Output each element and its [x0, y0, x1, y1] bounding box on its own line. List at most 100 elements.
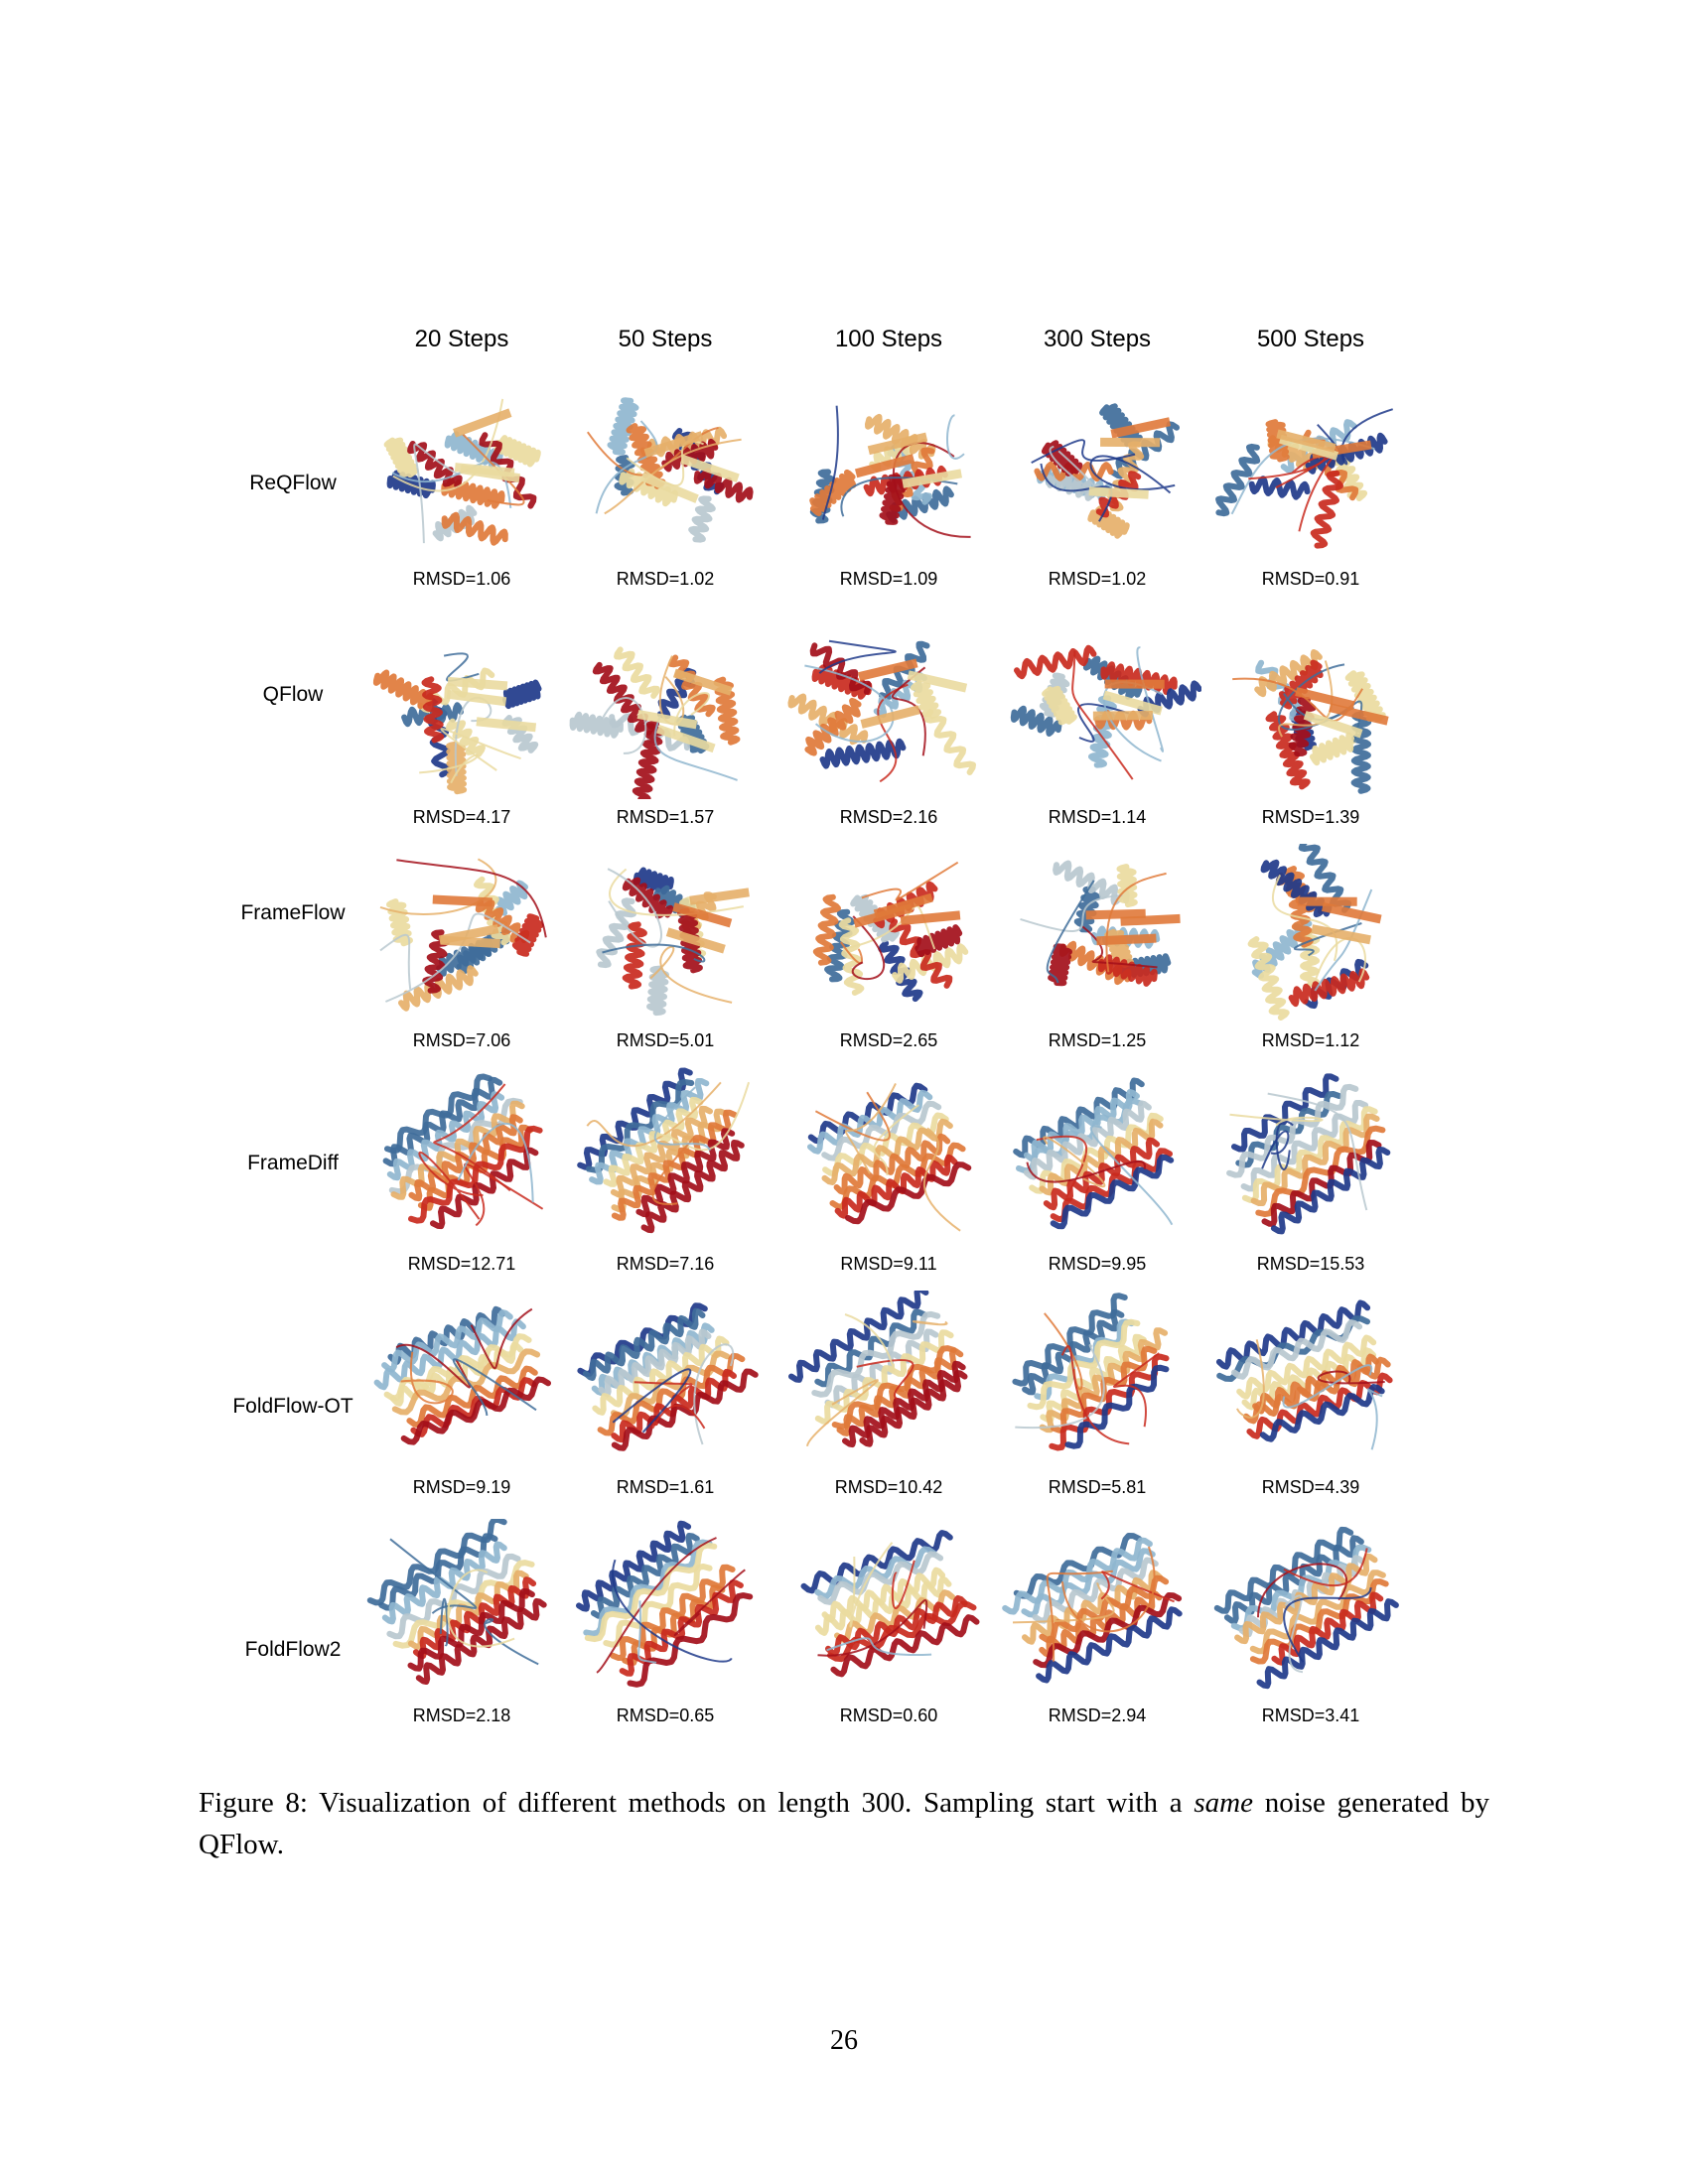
- protein-structure-image: [586, 397, 754, 543]
- protein-structure-image: [366, 1519, 547, 1685]
- rmsd-label: RMSD=2.65: [839, 1030, 938, 1050]
- figure-caption: Figure 8: Visualization of different met…: [199, 1782, 1489, 1865]
- structure-cell: RMSD=1.57: [561, 620, 770, 849]
- rmsd-label: RMSD=2.16: [839, 807, 938, 827]
- protein-structure-image: [372, 652, 542, 795]
- structure-cell: RMSD=0.91: [1206, 382, 1415, 611]
- row-label-framediff: FrameDiff: [247, 1152, 339, 1174]
- protein-structure-image: [807, 1082, 972, 1232]
- rmsd-label: RMSD=1.06: [412, 569, 511, 589]
- caption-label: Figure 8:: [199, 1787, 308, 1819]
- rmsd-label: RMSD=0.91: [1261, 569, 1360, 589]
- protein-structure-image: [1215, 408, 1393, 549]
- page-number: 26: [830, 2025, 858, 2056]
- structure-cell: RMSD=3.41: [1206, 1519, 1415, 1747]
- protein-structure-image: [800, 1530, 980, 1678]
- protein-structure-image: [809, 405, 971, 538]
- structure-cell: RMSD=12.71: [357, 1067, 566, 1296]
- protein-structure-image: [1232, 649, 1389, 794]
- structure-cell: RMSD=7.06: [357, 844, 566, 1072]
- structure-cell: RMSD=5.01: [561, 844, 770, 1072]
- protein-structure-image: [1010, 644, 1201, 780]
- rmsd-label: RMSD=7.06: [412, 1030, 511, 1050]
- rmsd-label: RMSD=1.25: [1048, 1030, 1147, 1050]
- structure-cell: RMSD=5.81: [993, 1291, 1201, 1519]
- column-header-20-steps: 20 Steps: [414, 326, 509, 352]
- protein-structure-image: [1213, 1526, 1399, 1690]
- rmsd-label: RMSD=5.81: [1048, 1477, 1147, 1497]
- protein-structure-image: [577, 1302, 759, 1451]
- structure-cell: RMSD=1.09: [784, 382, 993, 611]
- structure-cell: RMSD=0.60: [784, 1519, 993, 1747]
- protein-structure-image: [577, 1067, 751, 1234]
- rmsd-label: RMSD=1.09: [839, 569, 938, 589]
- rmsd-label: RMSD=1.02: [1048, 569, 1147, 589]
- protein-structure-image: [1247, 844, 1382, 1021]
- protein-structure-image: [569, 646, 741, 799]
- column-header-50-steps: 50 Steps: [618, 326, 713, 352]
- protein-structure-image: [1013, 1077, 1175, 1230]
- structure-cell: RMSD=1.14: [993, 620, 1201, 849]
- rmsd-label: RMSD=0.60: [839, 1706, 938, 1725]
- rmsd-label: RMSD=1.57: [616, 807, 715, 827]
- rmsd-label: RMSD=2.18: [412, 1706, 511, 1725]
- structure-cell: RMSD=15.53: [1206, 1067, 1415, 1296]
- caption-text-after: noise generated by QFlow.: [199, 1787, 1490, 1860]
- rmsd-label: RMSD=2.94: [1048, 1706, 1147, 1725]
- structure-cell: RMSD=2.94: [993, 1519, 1201, 1747]
- protein-structure-image: [576, 1520, 754, 1688]
- structure-cell: RMSD=2.16: [784, 620, 993, 849]
- rmsd-label: RMSD=9.19: [412, 1477, 511, 1497]
- structure-cell: RMSD=4.17: [357, 620, 566, 849]
- structure-cell: RMSD=1.06: [357, 382, 566, 611]
- structure-cell: RMSD=1.39: [1206, 620, 1415, 849]
- protein-structure-image: [1020, 860, 1181, 987]
- protein-structure-image: [1226, 1073, 1391, 1235]
- rmsd-label: RMSD=1.61: [616, 1477, 715, 1497]
- rmsd-label: RMSD=15.53: [1256, 1254, 1365, 1274]
- structure-cell: RMSD=9.11: [784, 1067, 993, 1296]
- structure-cell: RMSD=1.12: [1206, 844, 1415, 1072]
- rmsd-label: RMSD=7.16: [616, 1254, 715, 1274]
- structure-cell: RMSD=1.61: [561, 1291, 770, 1519]
- structure-cell: RMSD=10.42: [784, 1291, 993, 1519]
- row-label-frameflow: FrameFlow: [240, 901, 346, 924]
- rmsd-label: RMSD=1.14: [1048, 807, 1147, 827]
- protein-structure-image: [1215, 1299, 1393, 1450]
- structure-cell: RMSD=1.02: [993, 382, 1201, 611]
- structure-cell: RMSD=2.65: [784, 844, 993, 1072]
- rmsd-label: RMSD=1.02: [616, 569, 715, 589]
- protein-structure-image: [1031, 403, 1180, 539]
- protein-structure-image: [787, 639, 976, 783]
- protein-structure-image: [1002, 1533, 1183, 1684]
- caption-emphasis: same: [1194, 1787, 1253, 1819]
- structure-cell: RMSD=4.39: [1206, 1291, 1415, 1519]
- rmsd-label: RMSD=4.39: [1261, 1477, 1360, 1497]
- protein-structure-image: [379, 858, 547, 1012]
- structure-cell: RMSD=2.18: [357, 1519, 566, 1747]
- row-label-reqflow: ReQFlow: [249, 472, 337, 494]
- protein-structure-image: [382, 1073, 544, 1230]
- protein-structure-image: [373, 1305, 551, 1445]
- rmsd-label: RMSD=1.12: [1261, 1030, 1360, 1050]
- structure-cell: RMSD=1.02: [561, 382, 770, 611]
- rmsd-label: RMSD=3.41: [1261, 1706, 1360, 1725]
- structure-cell: RMSD=1.25: [993, 844, 1201, 1072]
- rmsd-label: RMSD=10.42: [834, 1477, 943, 1497]
- protein-structure-image: [788, 1291, 968, 1448]
- protein-structure-image: [812, 861, 969, 1003]
- rmsd-label: RMSD=9.11: [840, 1254, 937, 1274]
- rmsd-label: RMSD=5.01: [616, 1030, 715, 1050]
- rmsd-label: RMSD=12.71: [407, 1254, 516, 1274]
- column-header-300-steps: 300 Steps: [1043, 326, 1152, 352]
- protein-structure-image: [596, 867, 750, 1017]
- column-header-100-steps: 100 Steps: [834, 326, 943, 352]
- protein-structure-image: [1012, 1293, 1170, 1451]
- column-header-500-steps: 500 Steps: [1256, 326, 1365, 352]
- row-label-foldflow-ot: FoldFlow-OT: [232, 1395, 353, 1418]
- structure-cell: RMSD=0.65: [561, 1519, 770, 1747]
- row-label-qflow: QFlow: [262, 683, 324, 706]
- rmsd-label: RMSD=9.95: [1048, 1254, 1147, 1274]
- structure-cell: RMSD=9.95: [993, 1067, 1201, 1296]
